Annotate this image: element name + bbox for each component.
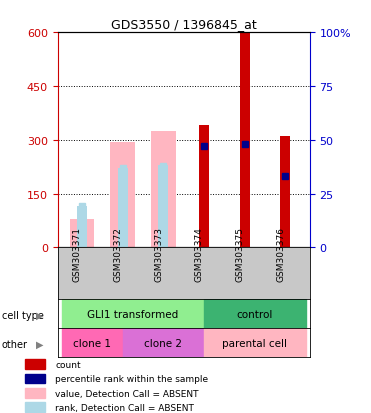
Bar [25,374,45,383]
Text: rank, Detection Call = ABSENT: rank, Detection Call = ABSENT [55,403,194,412]
Bar [151,131,175,248]
Bar [25,402,45,412]
Text: clone 2: clone 2 [144,338,182,348]
Bar [204,299,306,328]
Text: parental cell: parental cell [222,338,288,348]
Bar [25,359,45,369]
Bar [25,388,45,398]
Bar [204,328,306,357]
Text: GLI1 transformed: GLI1 transformed [87,309,178,319]
Bar [158,166,168,248]
Text: percentile rank within the sample: percentile rank within the sample [55,374,209,383]
Text: other: other [2,339,28,349]
Text: GSM303373: GSM303373 [154,227,163,281]
Text: ▶: ▶ [36,339,44,349]
Bar [77,206,87,248]
Text: value, Detection Call = ABSENT: value, Detection Call = ABSENT [55,389,199,398]
Bar [118,169,128,248]
Bar [111,142,135,248]
Bar [280,137,290,248]
Text: count: count [55,360,81,369]
Text: GSM303375: GSM303375 [236,227,245,281]
Bar [62,328,122,357]
Bar [122,328,204,357]
Title: GDS3550 / 1396845_at: GDS3550 / 1396845_at [111,17,256,31]
Text: GSM303376: GSM303376 [276,227,285,281]
Bar [70,219,94,248]
Text: ▶: ▶ [36,310,44,320]
Bar [62,299,204,328]
Bar [199,126,209,248]
Text: cell type: cell type [2,310,44,320]
Text: GSM303374: GSM303374 [195,227,204,281]
Text: GSM303372: GSM303372 [114,227,122,281]
Bar [240,33,250,248]
Text: clone 1: clone 1 [73,338,111,348]
Text: GSM303371: GSM303371 [73,227,82,281]
Text: control: control [237,309,273,319]
